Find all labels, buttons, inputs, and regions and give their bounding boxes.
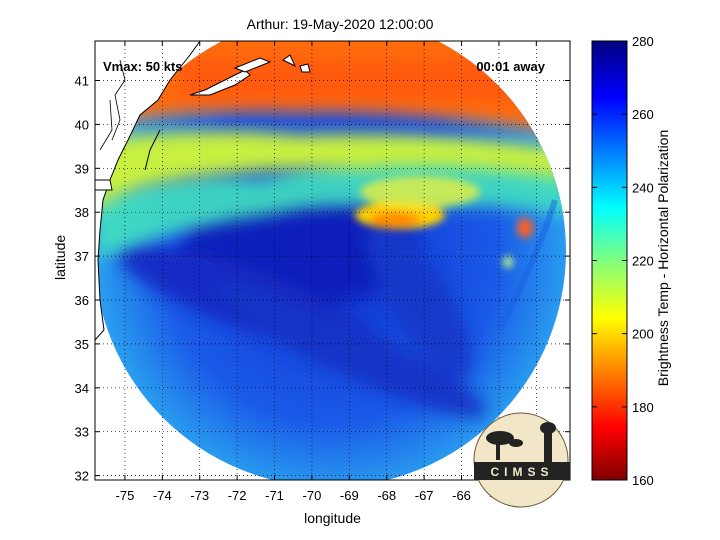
x-ticks: -75-74-73-72-71-70-69-68-67-66-65-64 [116, 41, 546, 503]
colorbar-tick-label: 240 [632, 180, 654, 195]
x-tick-label: -66 [452, 488, 471, 503]
y-tick-label: 39 [75, 161, 89, 176]
y-tick-label: 33 [75, 425, 89, 440]
colorbar-tick-label: 180 [632, 400, 654, 415]
svg-text:CIMSS: CIMSS [490, 465, 553, 479]
x-tick-label: -69 [340, 488, 359, 503]
y-tick-label: 41 [75, 74, 89, 89]
y-tick-label: 38 [75, 205, 89, 220]
colorbar-tick-label: 280 [632, 34, 654, 49]
x-tick-label: -74 [153, 488, 172, 503]
y-ticks: 32 33 34 35 36 37 38 39 40 41 [75, 74, 570, 484]
x-tick-label: -71 [265, 488, 284, 503]
chart-title: Arthur: 19-May-2020 12:00:00 [246, 16, 434, 32]
y-tick-label: 36 [75, 293, 89, 308]
colorbar-tick-label: 160 [632, 473, 654, 488]
x-tick-label: -75 [116, 488, 135, 503]
y-tick-label: 40 [75, 117, 89, 132]
x-tick-label: -72 [228, 488, 247, 503]
plot-frame [94, 40, 571, 481]
y-tick-label: 35 [75, 337, 89, 352]
y-tick-label: 34 [75, 381, 89, 396]
y-tick-label: 32 [75, 469, 89, 484]
coastline [95, 41, 311, 341]
colorbar-tick-label: 220 [632, 254, 654, 269]
x-tick-label: -70 [303, 488, 322, 503]
colorbar: 160 180 200 220 240 260 280 [591, 34, 654, 488]
x-axis-label: longitude [304, 510, 361, 526]
vmax-label: Vmax: 50 kts [103, 59, 183, 74]
x-tick-label: -73 [190, 488, 209, 503]
colorbar-tick-label: 200 [632, 327, 654, 342]
cimss-logo: CIMSS [473, 412, 570, 508]
away-label: 00:01 away [476, 59, 545, 74]
x-tick-label: -68 [377, 488, 396, 503]
colorbar-tick-label: 260 [632, 107, 654, 122]
x-tick-label: -67 [415, 488, 434, 503]
y-tick-label: 37 [75, 249, 89, 264]
